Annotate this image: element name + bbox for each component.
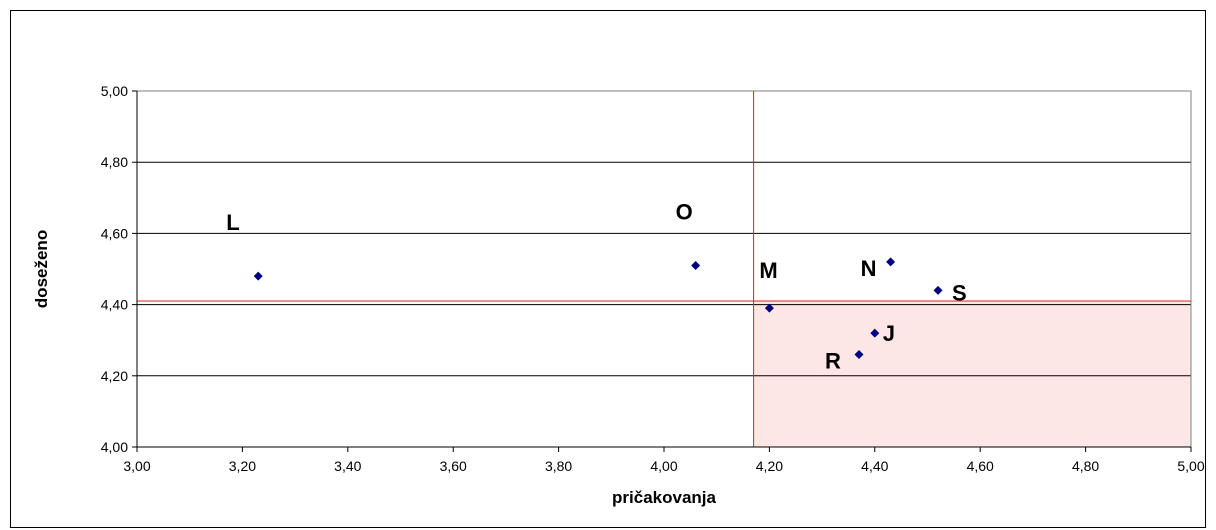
x-tick-label: 4,20	[756, 458, 783, 474]
point-label-j: J	[883, 321, 895, 346]
x-tick-label: 4,00	[650, 458, 677, 474]
x-tick-label: 4,80	[1072, 458, 1099, 474]
point-label-l: L	[226, 210, 239, 235]
x-tick-label: 3,60	[440, 458, 467, 474]
y-tick-labels: 4,00 4,20 4,40 4,60 4,80 5,00	[101, 83, 128, 455]
data-point-r	[854, 349, 864, 359]
data-point-m	[764, 303, 774, 313]
x-tick-label: 3,20	[229, 458, 256, 474]
y-tick-label: 5,00	[101, 83, 128, 99]
y-axis-title: doseženo	[32, 230, 51, 308]
gridlines	[137, 161, 1191, 377]
data-point-j	[870, 328, 880, 338]
x-tick-label: 4,40	[861, 458, 888, 474]
data-point-l	[253, 271, 263, 281]
highlight-region	[753, 301, 1191, 447]
y-tick-label: 4,60	[101, 225, 128, 241]
x-tick-label: 3,00	[123, 458, 150, 474]
tick-marks	[132, 90, 1192, 452]
point-label-r: R	[825, 348, 841, 373]
point-label-s: S	[952, 280, 967, 305]
y-tick-label: 4,40	[101, 297, 128, 313]
data-point-o	[691, 260, 701, 270]
point-label-m: M	[759, 258, 777, 283]
x-axis-title: pričakovanja	[612, 488, 716, 507]
y-tick-label: 4,20	[101, 368, 128, 384]
x-tick-label: 5,00	[1177, 458, 1204, 474]
point-labels: L O M N S J R	[226, 199, 967, 373]
scatter-chart: 3,00 3,20 3,40 3,60 3,80 4,00 4,20 4,40 4,60 4,80…	[32, 83, 1205, 507]
y-tick-label: 4,80	[101, 154, 128, 170]
x-tick-label: 4,60	[967, 458, 994, 474]
x-tick-labels: 3,00 3,20 3,40 3,60 3,80 4,00 4,20 4,40 4,60 4,80…	[123, 458, 1204, 474]
point-label-n: N	[861, 256, 877, 281]
x-tick-label: 3,40	[334, 458, 361, 474]
data-point-n	[886, 257, 896, 267]
y-tick-label: 4,00	[101, 439, 128, 455]
chart-frame: 3,00 3,20 3,40 3,60 3,80 4,00 4,20 4,40 4,60 4,80…	[10, 10, 1206, 528]
data-point-s	[933, 285, 943, 295]
point-label-o: O	[676, 199, 693, 224]
x-tick-label: 3,80	[545, 458, 572, 474]
data-points	[253, 257, 943, 359]
